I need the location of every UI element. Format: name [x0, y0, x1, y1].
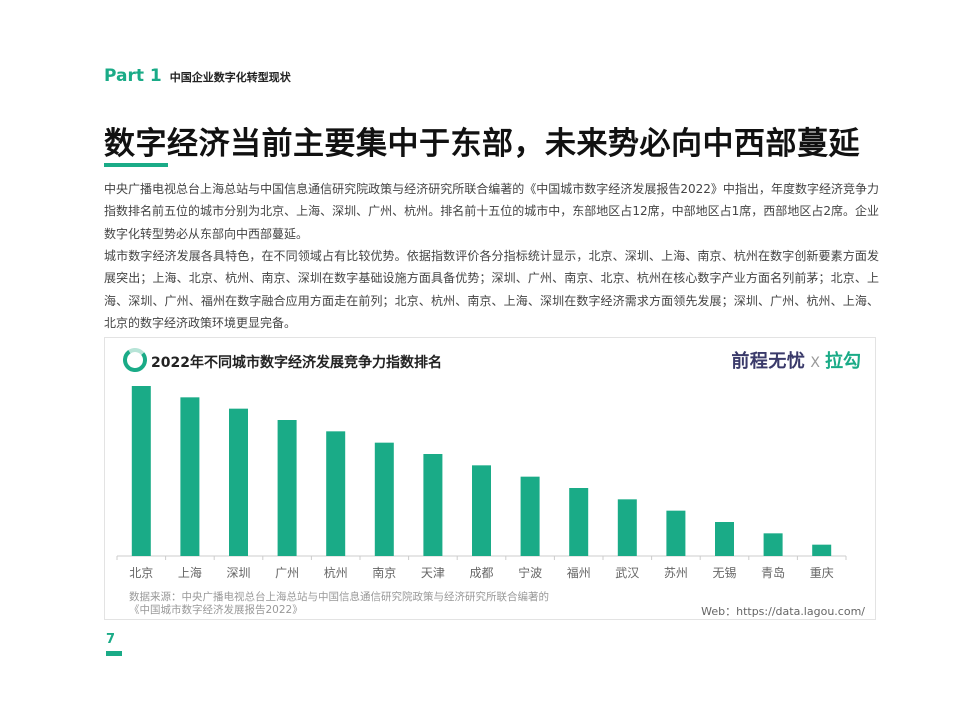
brand-51job: 前程无忧: [731, 351, 806, 372]
bar-8: [520, 476, 540, 556]
x-tick-label: 南京: [372, 565, 396, 580]
web-link[interactable]: Web：https://data.lagou.com/: [701, 605, 865, 618]
x-tick-label: 无锡: [712, 565, 736, 580]
bar-11: [666, 510, 686, 556]
x-tick-label: 武汉: [615, 566, 639, 580]
bar-14: [812, 544, 832, 556]
x-tick-label: 苏州: [664, 566, 688, 580]
page-number: 7: [106, 632, 116, 647]
chart-panel: 2022年不同城市数字经济发展竞争力指数排名 前程无忧 X 拉勾 北京 上海 深圳 广…: [104, 337, 876, 620]
brand-separator: X: [810, 355, 820, 371]
bar-12: [715, 522, 734, 556]
x-tick-label: 宁波: [518, 565, 542, 580]
bar-6: [423, 454, 443, 556]
x-tick-label: 成都: [469, 566, 493, 580]
data-source-line1: 数据来源：中央广播电视总台上海总站与中国信息通信研究院政策与经济研究所联合编著的: [129, 591, 549, 603]
brand-logo: 前程无忧 X 拉勾: [731, 347, 861, 373]
paragraph-1: 中央广播电视总台上海总站与中国信息通信研究院政策与经济研究所联合编著的《中国城市…: [104, 182, 879, 241]
title-underline: [104, 163, 168, 167]
bar-2: [229, 408, 248, 556]
part-title: 中国企业数字化转型现状: [169, 71, 291, 84]
part-label: Part 1: [104, 66, 162, 86]
bar-chart: 北京 上海 深圳 广州 杭州 南京 天津 成都 宁波 福州 武汉 苏州 无锡 青岛 重庆: [116, 386, 847, 580]
x-tick-label: 重庆: [810, 566, 834, 580]
bar-1: [180, 397, 200, 556]
bar-3: [277, 420, 297, 556]
bar-9: [569, 488, 589, 556]
x-tick-label: 北京: [129, 566, 153, 580]
x-tick-label: 深圳: [226, 566, 250, 580]
x-tick-label: 广州: [275, 566, 299, 580]
x-tick-label: 天津: [421, 566, 445, 580]
data-source-line2: 《中国城市数字经济发展报告2022》: [129, 604, 303, 616]
page-title: 数字经济当前主要集中于东部，未来势必向中西部蔓延: [104, 126, 860, 162]
page-number-bar: [106, 651, 122, 656]
bar-13: [763, 533, 783, 556]
bar-5: [374, 442, 394, 556]
brand-lagou: 拉勾: [825, 351, 861, 372]
chart-title: 2022年不同城市数字经济发展竞争力指数排名: [151, 355, 442, 371]
x-tick-label: 杭州: [324, 565, 348, 580]
bar-10: [617, 499, 637, 556]
bar-0: [131, 386, 151, 556]
paragraph-2: 城市数字经济发展各具特色，在不同领域占有比较优势。依据指数评价各分指标统计显示，…: [104, 249, 879, 330]
chart-logo-icon: [123, 348, 147, 372]
bar-7: [472, 465, 491, 556]
x-tick-label: 福州: [567, 565, 591, 580]
part-header: Part 1 中国企业数字化转型现状: [104, 66, 291, 86]
x-tick-label: 上海: [178, 565, 202, 580]
x-tick-label: 青岛: [761, 565, 785, 580]
data-source: 数据来源：中央广播电视总台上海总站与中国信息通信研究院政策与经济研究所联合编著的…: [129, 591, 549, 617]
bar-4: [326, 431, 346, 556]
